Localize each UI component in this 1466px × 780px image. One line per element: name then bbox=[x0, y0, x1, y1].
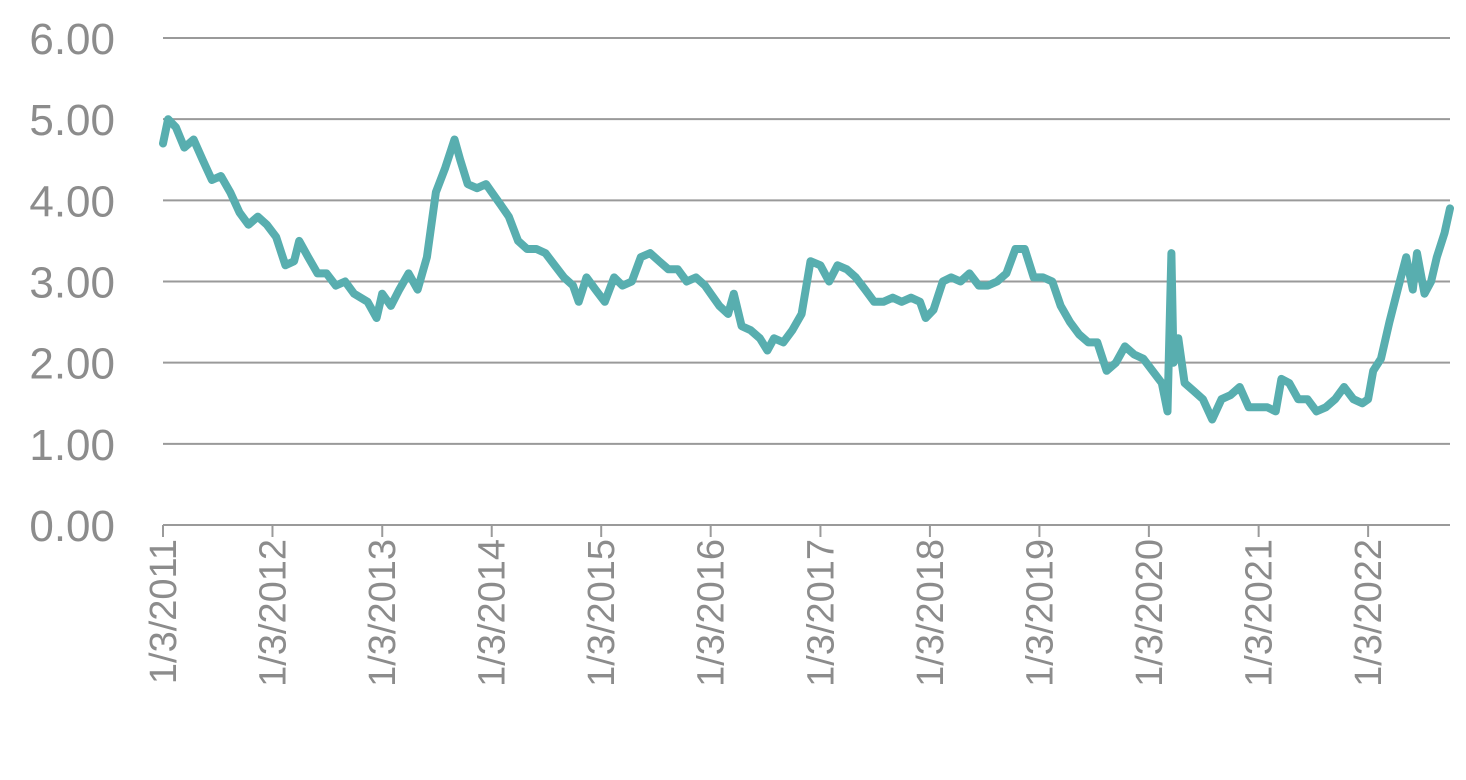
x-tick-label: 1/3/2013 bbox=[362, 539, 404, 687]
y-tick-label: 5.00 bbox=[29, 96, 115, 145]
y-tick-label: 6.00 bbox=[29, 15, 115, 64]
x-tick-label: 1/3/2018 bbox=[910, 539, 952, 687]
x-tick-label: 1/3/2016 bbox=[691, 539, 733, 687]
x-tick-label: 1/3/2021 bbox=[1239, 539, 1281, 687]
x-tick-label: 1/3/2017 bbox=[800, 539, 842, 687]
data-line bbox=[159, 115, 1454, 424]
y-tick-label: 2.00 bbox=[29, 340, 115, 389]
x-tick-label: 1/3/2012 bbox=[252, 539, 294, 687]
y-tick-label: 3.00 bbox=[29, 259, 115, 308]
x-tick-label: 1/3/2020 bbox=[1129, 539, 1171, 687]
x-tick-label: 1/3/2015 bbox=[581, 539, 623, 687]
x-tick-label: 1/3/2014 bbox=[472, 539, 514, 687]
y-tick-label: 1.00 bbox=[29, 421, 115, 470]
y-tick-label: 4.00 bbox=[29, 177, 115, 226]
x-tick-label: 1/3/2022 bbox=[1348, 539, 1390, 687]
x-tick-label: 1/3/2011 bbox=[143, 539, 185, 684]
x-tick-label: 1/3/2019 bbox=[1019, 539, 1061, 687]
y-tick-label: 0.00 bbox=[29, 502, 115, 551]
